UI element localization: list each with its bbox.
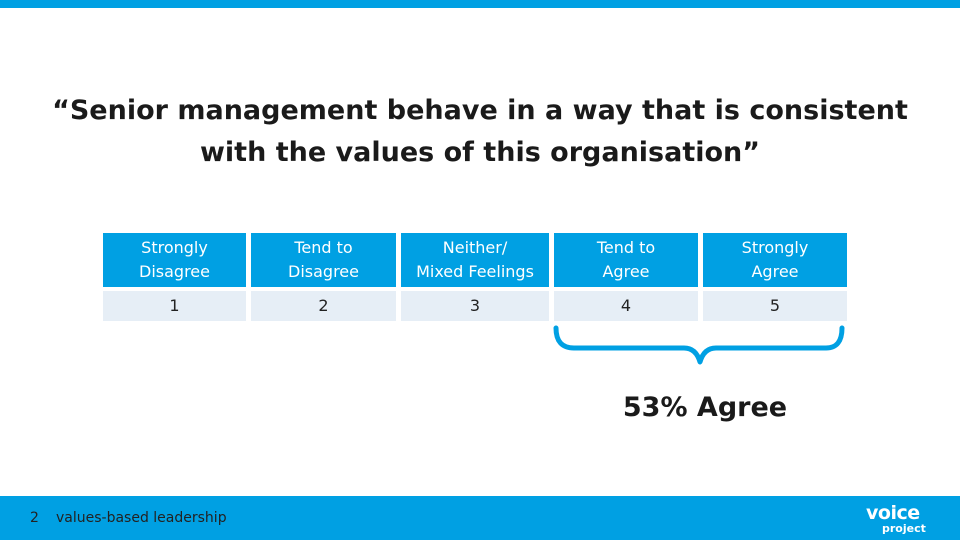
- scale-header-line-2: Disagree: [288, 262, 359, 281]
- scale-value-1: 1: [103, 291, 246, 321]
- scale-header-strongly-agree: Strongly Agree: [703, 233, 847, 287]
- slide-title-line-1: “Senior management behave in a way that …: [52, 95, 908, 126]
- scale-header-line-2: Agree: [602, 262, 650, 281]
- scale-value-2: 2: [251, 291, 396, 321]
- slide-number: 2: [30, 510, 39, 526]
- scale-value-5: 5: [703, 291, 847, 321]
- slide-title-line-2: with the values of this organisation”: [199, 137, 761, 168]
- scale-header-neither: Neither/ Mixed Feelings: [401, 233, 549, 287]
- logo-voice-text: voice: [866, 502, 920, 524]
- scale-header-line-2: Mixed Feelings: [416, 262, 534, 281]
- footer-bar: 2 values-based leadership voice project: [0, 496, 960, 540]
- agree-percentage: 53% Agree: [622, 392, 788, 423]
- scale-header-line-1: Strongly: [741, 238, 809, 257]
- scale-header-line-1: Tend to: [596, 238, 656, 257]
- scale-header-tend-to-disagree: Tend to Disagree: [251, 233, 396, 287]
- agree-bracket: [553, 325, 845, 365]
- scale-header-line-2: Agree: [751, 262, 799, 281]
- scale-header-line-2: Disagree: [139, 262, 210, 281]
- scale-header-line-1: Neither/: [442, 238, 508, 257]
- slide-title: “Senior management behave in a way that …: [40, 90, 920, 174]
- scale-value-3: 3: [401, 291, 549, 321]
- scale-header-tend-to-agree: Tend to Agree: [554, 233, 698, 287]
- footer-text: values-based leadership: [56, 510, 227, 526]
- scale-header-line-1: Strongly: [141, 238, 208, 257]
- logo-project-text: project: [882, 522, 926, 535]
- voice-project-logo: voice project: [866, 502, 932, 536]
- top-accent-bar: [0, 0, 960, 8]
- scale-header-line-1: Tend to: [294, 238, 353, 257]
- scale-header-strongly-disagree: Strongly Disagree: [103, 233, 246, 287]
- scale-value-4: 4: [554, 291, 698, 321]
